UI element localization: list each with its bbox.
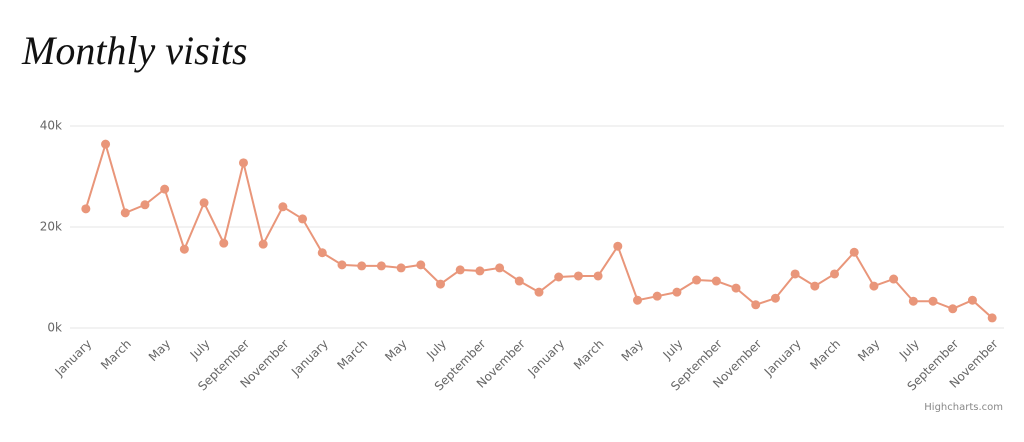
chart-title: Monthly visits bbox=[21, 28, 248, 73]
marker bbox=[199, 198, 209, 208]
marker bbox=[376, 261, 386, 271]
marker bbox=[633, 295, 643, 305]
marker bbox=[849, 247, 859, 257]
marker bbox=[613, 241, 623, 251]
marker bbox=[770, 293, 780, 303]
marker bbox=[495, 263, 505, 273]
marker bbox=[475, 266, 485, 276]
marker bbox=[830, 269, 840, 279]
marker bbox=[869, 281, 879, 291]
x-tick-label: May bbox=[382, 337, 409, 364]
marker bbox=[416, 260, 426, 270]
credits: Highcharts.com bbox=[924, 402, 1003, 413]
x-tick-label: March bbox=[335, 337, 371, 373]
x-tick-label: March bbox=[571, 337, 607, 373]
marker bbox=[514, 276, 524, 286]
x-tick-label: January bbox=[525, 337, 568, 380]
x-tick-label: January bbox=[288, 337, 331, 380]
x-tick-label: July bbox=[660, 337, 686, 363]
x-tick-label: January bbox=[52, 337, 95, 380]
marker bbox=[238, 158, 248, 168]
marker bbox=[751, 300, 761, 310]
x-tick-label: July bbox=[187, 337, 213, 363]
marker bbox=[317, 248, 327, 258]
x-tick-label: May bbox=[619, 337, 646, 364]
y-tick-label: 0k bbox=[47, 321, 62, 335]
x-tick-label: March bbox=[98, 337, 134, 373]
marker bbox=[101, 139, 111, 149]
marker bbox=[258, 239, 268, 249]
marker bbox=[908, 296, 918, 306]
y-tick-label: 20k bbox=[40, 220, 62, 234]
marker bbox=[692, 275, 702, 285]
marker bbox=[396, 263, 406, 273]
x-tick-label: May bbox=[146, 337, 173, 364]
marker bbox=[711, 276, 721, 286]
x-tick-label: July bbox=[896, 337, 922, 363]
marker bbox=[357, 261, 367, 271]
marker bbox=[534, 287, 544, 297]
marker bbox=[337, 260, 347, 270]
marker bbox=[672, 287, 682, 297]
marker bbox=[278, 202, 288, 212]
x-tick-label: July bbox=[423, 337, 449, 363]
marker bbox=[298, 214, 308, 224]
marker bbox=[928, 296, 938, 306]
marker bbox=[948, 304, 958, 314]
marker bbox=[731, 283, 741, 293]
x-tick-label: January bbox=[761, 337, 804, 380]
marker bbox=[120, 208, 130, 218]
x-tick-label: May bbox=[855, 337, 882, 364]
marker bbox=[593, 271, 603, 281]
x-tick-label: March bbox=[807, 337, 843, 373]
marker bbox=[810, 281, 820, 291]
marker bbox=[889, 274, 899, 284]
marker bbox=[140, 200, 150, 210]
marker bbox=[554, 272, 564, 282]
marker bbox=[573, 271, 583, 281]
marker bbox=[179, 244, 189, 254]
marker bbox=[987, 313, 997, 323]
marker bbox=[455, 265, 465, 275]
marker bbox=[81, 204, 91, 214]
marker bbox=[652, 291, 662, 301]
y-tick-label: 40k bbox=[40, 119, 62, 133]
marker bbox=[219, 238, 229, 248]
marker bbox=[435, 279, 445, 289]
marker bbox=[967, 295, 977, 305]
marker bbox=[160, 184, 170, 194]
marker bbox=[790, 269, 800, 279]
